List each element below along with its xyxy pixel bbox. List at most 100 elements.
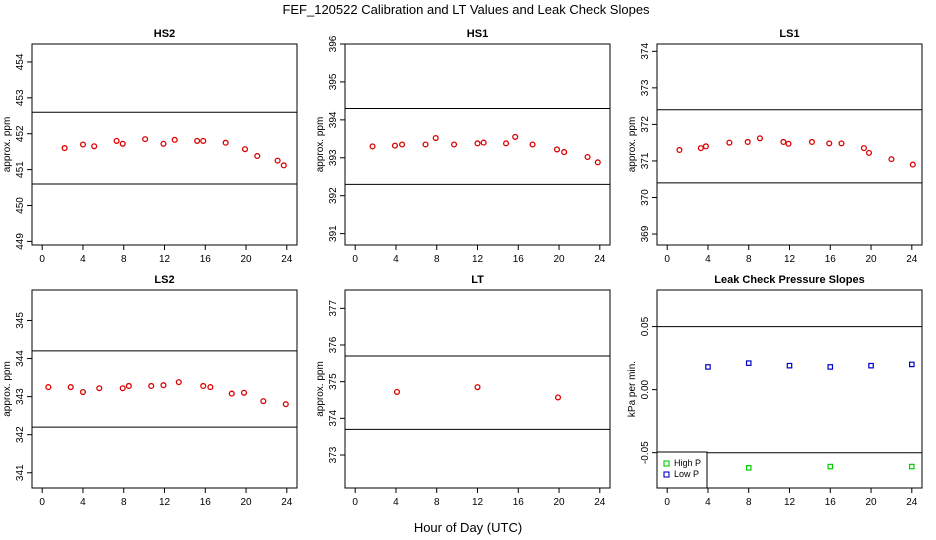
data-point: [160, 140, 167, 147]
data-point: [744, 138, 751, 145]
y-tick-label: 345: [15, 312, 26, 329]
data-point: [200, 382, 207, 390]
x-tick-label: 12: [784, 497, 796, 508]
y-tick-label: 453: [15, 89, 26, 106]
x-tick-label: 4: [393, 254, 399, 265]
x-tick-label: 0: [664, 497, 670, 508]
y-tick-label: 376: [328, 336, 339, 353]
x-tick-label: 12: [159, 497, 171, 508]
x-tick-label: 20: [240, 497, 252, 508]
y-axis-label: approx. ppm: [2, 117, 13, 173]
data-point: [554, 394, 562, 401]
x-tick-label: 16: [825, 497, 837, 508]
data-point: [705, 364, 711, 370]
data-point: [561, 149, 568, 156]
data-point: [909, 463, 915, 470]
data-point: [222, 139, 229, 146]
y-tick-label: 454: [15, 53, 26, 70]
x-tick-label: 20: [553, 254, 565, 265]
y-axis-label: approx. ppm: [315, 361, 326, 417]
legend-entry: Low P: [674, 469, 699, 479]
data-point: [148, 382, 155, 390]
panel-3: LS1 approx. ppm 0 4 8 12 16 20 24 369 370 371 372 373…: [627, 28, 923, 265]
data-point: [96, 385, 103, 392]
y-axis-label: approx. ppm: [2, 361, 13, 417]
y-tick-label: 369: [640, 225, 651, 242]
y-tick-label: 370: [640, 189, 651, 206]
data-point: [502, 140, 510, 147]
data-point: [868, 362, 874, 369]
data-point: [254, 152, 261, 160]
y-tick-label: 373: [640, 79, 651, 96]
data-point: [241, 146, 249, 153]
y-tick-label: 451: [15, 161, 26, 178]
data-point: [142, 136, 149, 143]
data-point: [79, 388, 87, 396]
figure-title: FEF_120522 Calibration and LT Values and…: [282, 2, 650, 17]
data-point: [369, 143, 376, 150]
data-point: [280, 162, 287, 169]
data-point: [240, 389, 248, 396]
x-tick-label: 8: [121, 497, 127, 508]
data-point: [909, 361, 915, 368]
data-point: [160, 382, 167, 389]
data-point: [282, 401, 289, 408]
x-tick-label: 0: [39, 254, 45, 265]
x-tick-label: 4: [80, 254, 86, 265]
y-tick-label: 374: [328, 410, 339, 427]
data-point: [393, 388, 401, 395]
y-tick-label: 452: [15, 125, 26, 142]
panel-title: HS2: [154, 28, 175, 40]
data-point: [67, 384, 74, 391]
x-tick-label: 24: [906, 497, 918, 508]
x-tick-label: 12: [472, 254, 484, 265]
y-tick-label: 341: [15, 464, 26, 481]
x-tick-label: 24: [281, 497, 293, 508]
y-tick-label: 396: [328, 35, 339, 52]
x-tick-label: 4: [705, 254, 711, 265]
data-point: [676, 146, 683, 154]
y-tick-label: 449: [15, 233, 26, 250]
data-point: [474, 140, 481, 147]
x-tick-label: 16: [200, 254, 212, 265]
y-axis-label: approx. ppm: [627, 117, 638, 173]
data-point: [45, 384, 52, 391]
y-tick-label: 375: [328, 373, 339, 390]
legend-entry: High P: [674, 458, 701, 468]
y-axis-label: approx. ppm: [315, 117, 326, 173]
data-point: [451, 141, 458, 148]
x-tick-label: 0: [352, 254, 358, 265]
x-tick-label: 24: [281, 254, 293, 265]
panel-4: LS2 approx. ppm 0 4 8 12 16 20 24 341 342 343 344 345: [2, 274, 298, 508]
x-tick-label: 20: [553, 497, 565, 508]
panel-title: Leak Check Pressure Slopes: [714, 274, 864, 286]
data-point: [594, 159, 601, 166]
data-point: [584, 153, 591, 161]
data-point: [745, 465, 752, 471]
legend-box: [656, 451, 708, 489]
data-point: [826, 140, 833, 147]
x-tick-label: 8: [746, 254, 752, 265]
x-tick-label: 16: [200, 497, 212, 508]
data-point: [553, 146, 561, 153]
panels: HS2 approx. ppm 0 4 8 12 16 20 24 449 450 451 452 453…: [2, 28, 923, 508]
x-tick-label: 8: [434, 497, 440, 508]
y-tick-label: 343: [15, 388, 26, 405]
x-tick-label: 8: [746, 497, 752, 508]
x-tick-label: 12: [159, 254, 171, 265]
data-point: [827, 463, 834, 470]
y-tick-label: 344: [15, 350, 26, 367]
y-tick-label: 373: [328, 446, 339, 463]
y-tick-label: -0.05: [640, 441, 651, 464]
panel-title: HS1: [467, 28, 488, 40]
data-point: [860, 145, 867, 152]
y-tick-label: 395: [328, 73, 339, 90]
data-point: [909, 161, 916, 168]
data-point: [745, 360, 752, 366]
plot-frame: [656, 43, 923, 246]
x-tick-label: 16: [825, 254, 837, 265]
data-point: [119, 385, 126, 392]
data-point: [529, 141, 536, 148]
data-point: [474, 384, 481, 391]
